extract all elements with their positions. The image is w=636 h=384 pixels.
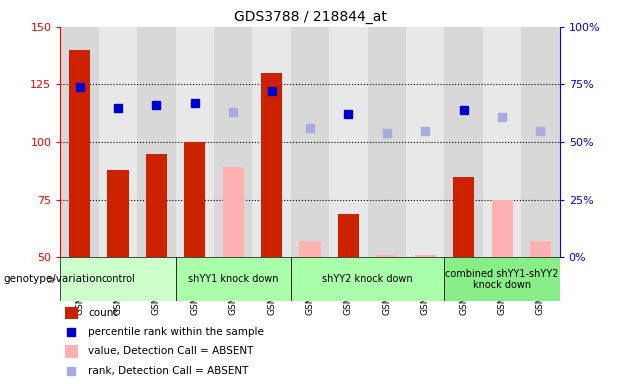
Bar [176, 27, 214, 257]
Bar [445, 27, 483, 257]
Bar [69, 50, 90, 257]
Text: control: control [101, 274, 135, 285]
Text: value, Detection Call = ABSENT: value, Detection Call = ABSENT [88, 346, 253, 356]
Text: percentile rank within the sample: percentile rank within the sample [88, 327, 264, 337]
Bar [415, 255, 436, 257]
Bar [338, 214, 359, 257]
Bar [66, 307, 78, 319]
Bar [329, 27, 368, 257]
Text: rank, Detection Call = ABSENT: rank, Detection Call = ABSENT [88, 366, 248, 376]
Title: GDS3788 / 218844_at: GDS3788 / 218844_at [233, 10, 387, 25]
Text: combined shYY1-shYY2
knock down: combined shYY1-shYY2 knock down [445, 268, 559, 290]
Bar [445, 257, 560, 301]
Bar [453, 177, 474, 257]
Bar [60, 27, 99, 257]
Bar [522, 27, 560, 257]
Bar [291, 257, 445, 301]
Bar [146, 154, 167, 257]
Text: genotype/variation: genotype/variation [3, 274, 102, 285]
Bar [261, 73, 282, 257]
Bar [368, 27, 406, 257]
Bar [377, 255, 398, 257]
Bar [300, 241, 321, 257]
Bar [252, 27, 291, 257]
Bar [291, 27, 329, 257]
Bar [214, 27, 252, 257]
Bar [492, 200, 513, 257]
Bar [60, 257, 176, 301]
Bar [107, 170, 128, 257]
Text: count: count [88, 308, 118, 318]
Bar [223, 167, 244, 257]
Bar [176, 257, 291, 301]
Bar [137, 27, 176, 257]
Bar [530, 241, 551, 257]
Bar [406, 27, 445, 257]
Bar [483, 27, 522, 257]
Bar [66, 345, 78, 358]
Bar [99, 27, 137, 257]
Text: shYY1 knock down: shYY1 knock down [188, 274, 279, 285]
Text: shYY2 knock down: shYY2 knock down [322, 274, 413, 285]
Bar [184, 142, 205, 257]
